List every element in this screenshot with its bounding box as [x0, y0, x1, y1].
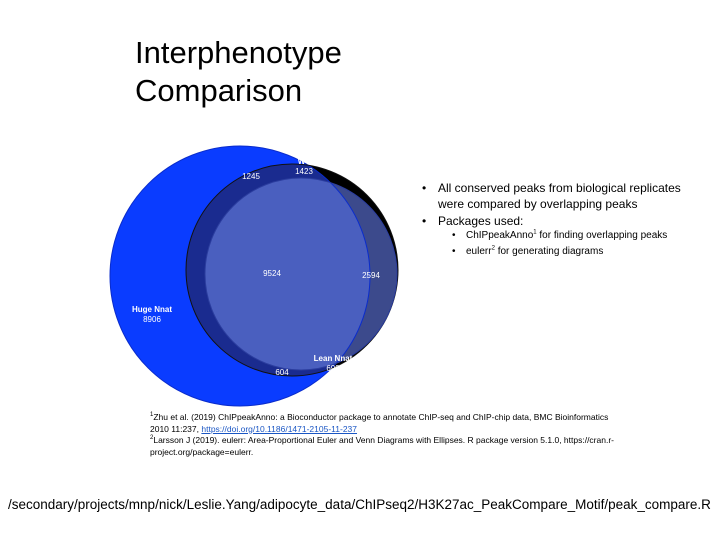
huge-outline: [109, 145, 371, 407]
footnote-marker: 1: [533, 229, 537, 236]
sub-bullet-text: for finding overlapping peaks: [536, 230, 668, 241]
reference-text: Larsson J (2019). eulerr: Area-Proportio…: [150, 435, 614, 457]
script-path: /secondary/projects/mnp/nick/Leslie.Yang…: [8, 497, 711, 512]
count-all-three: 9524: [263, 269, 281, 278]
label-huge-nnat: Huge Nnat: [132, 305, 172, 314]
slide-title-line-1: Interphenotype: [135, 35, 342, 70]
doi-link[interactable]: https://doi.org/10.1186/1471-2105-11-237: [201, 423, 358, 434]
bullet-item: All conserved peaks from biological repl…: [420, 180, 710, 212]
count-lean-only: 699: [326, 364, 340, 373]
references: 1Zhu et al. (2019) ChIPpeakAnno: a Bioco…: [150, 412, 620, 458]
sub-bullet-text: for generating diagrams: [494, 246, 604, 257]
footnote-marker: 2: [150, 435, 154, 442]
sub-bullet-item: ChIPpeakAnno1 for finding overlapping pe…: [438, 229, 710, 242]
lean-outline: [204, 177, 398, 371]
sub-bullet-item: eulerr2 for generating diagrams: [438, 245, 710, 258]
package-name: eulerr: [466, 246, 492, 257]
label-lean-nnat: Lean Nnat: [314, 354, 353, 363]
footnote-marker: 2: [491, 245, 495, 252]
region-all-three: [205, 178, 370, 370]
reference-1: 1Zhu et al. (2019) ChIPpeakAnno: a Bioco…: [150, 412, 620, 435]
count-wt-lean: 2594: [362, 271, 380, 280]
footnote-marker: 1: [150, 412, 154, 419]
wt-outline: [185, 163, 399, 377]
slide-title: Interphenotype Comparison: [135, 34, 342, 110]
bullet-text: All conserved peaks from biological repl…: [438, 181, 681, 211]
bullet-list: All conserved peaks from biological repl…: [420, 180, 710, 261]
count-wt-huge: 1245: [242, 172, 260, 181]
count-huge-lean: 604: [275, 368, 289, 377]
reference-text: Zhu et al. (2019) ChIPpeakAnno: a Biocon…: [150, 412, 609, 434]
bullet-item: Packages used: ChIPpeakAnno1 for finding…: [420, 213, 710, 258]
count-huge-only: 8906: [143, 315, 161, 324]
count-wt-only: 1423: [295, 167, 313, 176]
slide-title-line-2: Comparison: [135, 73, 303, 108]
label-wt: WT: [298, 157, 311, 166]
package-name: ChIPpeakAnno: [466, 230, 534, 241]
reference-2: 2Larsson J (2019). eulerr: Area-Proporti…: [150, 435, 620, 458]
bullet-text: Packages used:: [438, 214, 524, 228]
